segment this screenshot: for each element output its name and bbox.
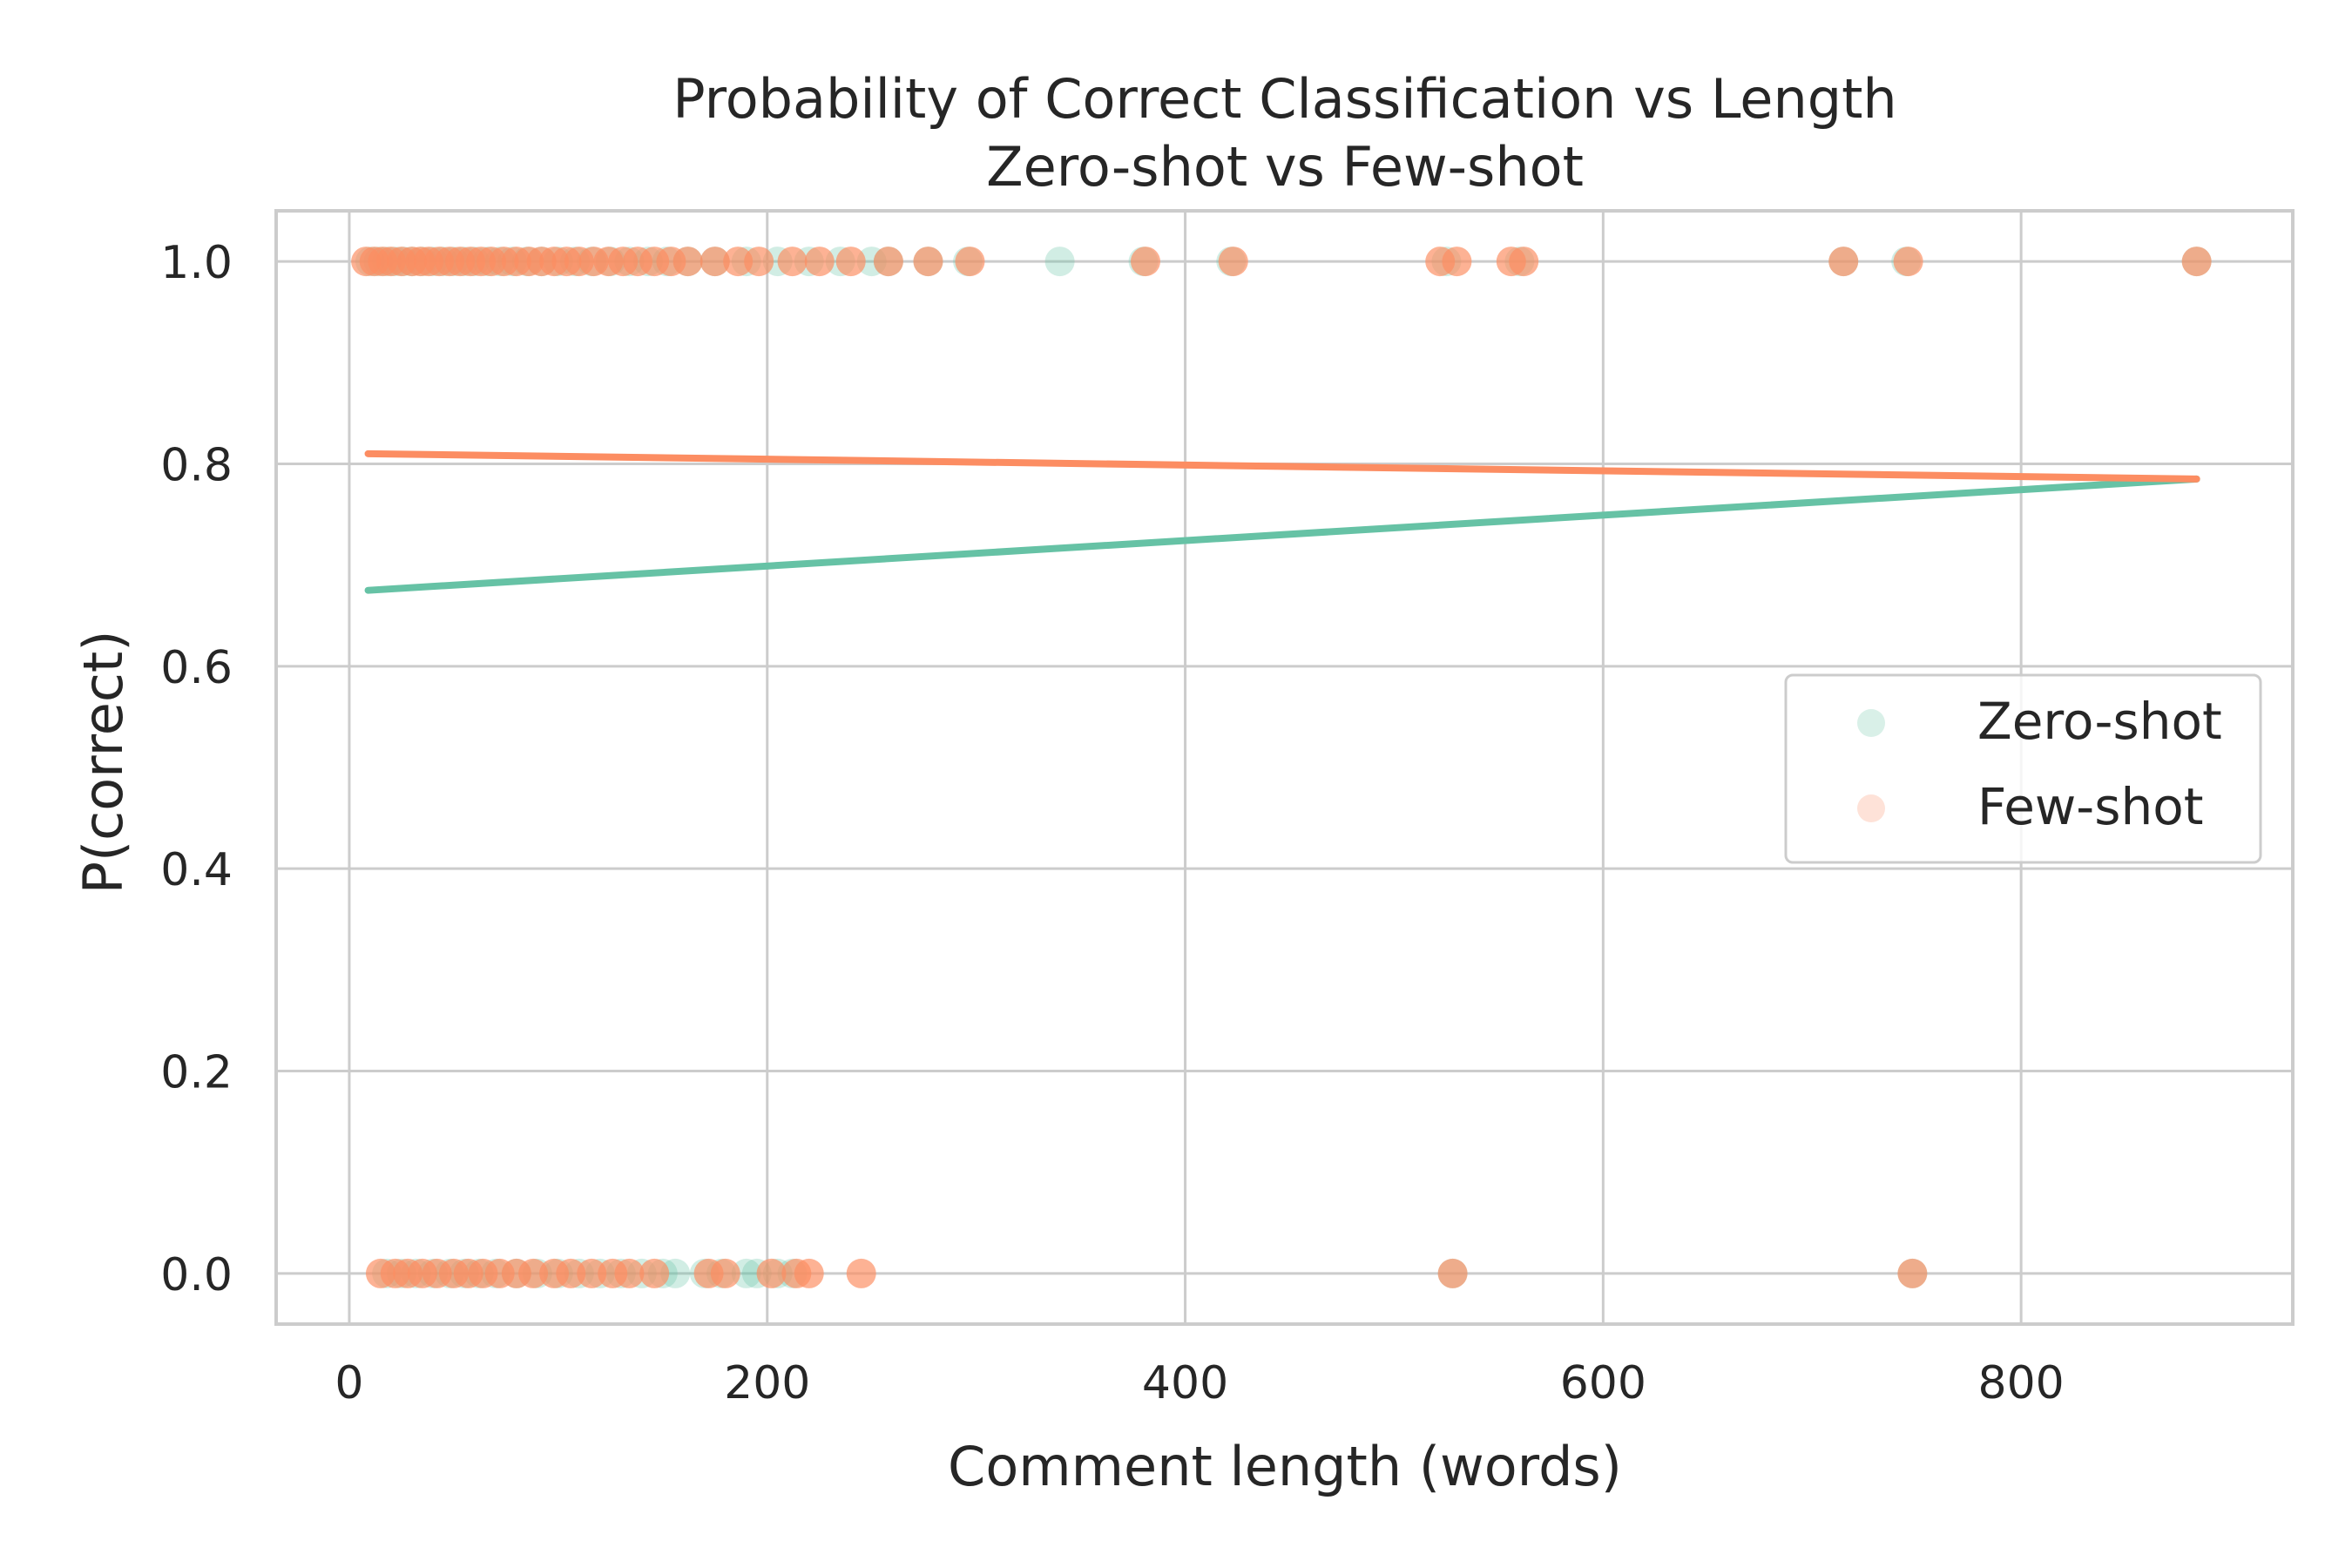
few-shot-point (756, 1258, 787, 1288)
few-shot-point (846, 1258, 876, 1288)
few-shot-point (1218, 247, 1248, 277)
few-shot-point (723, 247, 754, 277)
y-tick-label: 0.0 (160, 1249, 233, 1301)
few-shot-point (1828, 247, 1859, 277)
few-shot-point (835, 247, 866, 277)
few-shot-point (2181, 247, 2212, 277)
legend-frame (1784, 673, 2262, 864)
chart-title: Probability of Correct Classification vs… (672, 67, 1896, 131)
few-shot-point (955, 247, 985, 277)
few-shot-point (1442, 247, 1472, 277)
few-shot-point (1893, 247, 1923, 277)
zero-shot-point (731, 1258, 761, 1288)
legend-marker-zero-shot (1857, 709, 1885, 737)
x-axis-label: Comment length (words) (948, 1435, 1622, 1498)
y-tick-label: 0.6 (160, 642, 233, 694)
y-tick-label: 0.2 (160, 1047, 233, 1099)
legend-label-few-shot: Few-shot (1977, 777, 2203, 836)
y-tick-label: 0.4 (160, 844, 233, 896)
few-shot-point (639, 1258, 670, 1288)
legend-label-zero-shot: Zero-shot (1977, 692, 2222, 751)
x-tick-label: 600 (1560, 1357, 1646, 1409)
x-tick-label: 200 (724, 1357, 810, 1409)
few-shot-point (577, 1258, 607, 1288)
trend-layer (364, 449, 2200, 594)
legend: Zero-shot Few-shot (1784, 673, 2262, 864)
x-tick-label: 0 (335, 1357, 363, 1409)
x-tick-label: 800 (1978, 1357, 2065, 1409)
few-shot-trend-line (364, 449, 2200, 483)
tick-layer: 0 200 400 600 800 0.0 0.2 0.4 0.6 0.8 1.0 (160, 237, 2064, 1409)
chart-subtitle: Zero-shot vs Few-shot (986, 135, 1584, 199)
few-shot-point (614, 1258, 645, 1288)
y-axis-label: P(correct) (71, 631, 135, 895)
x-tick-label: 400 (1142, 1357, 1228, 1409)
few-shot-point (913, 247, 943, 277)
y-tick-label: 0.8 (160, 439, 233, 491)
few-shot-point (672, 247, 703, 277)
legend-marker-few-shot (1857, 794, 1885, 822)
few-shot-point (1437, 1258, 1468, 1288)
few-shot-point (777, 247, 808, 277)
point-layer (351, 247, 2212, 1288)
few-shot-point (1130, 247, 1160, 277)
few-shot-point (794, 1258, 824, 1288)
few-shot-point (1509, 247, 1539, 277)
zero-shot-point (1044, 247, 1075, 277)
few-shot-point (556, 1258, 586, 1288)
few-shot-point (710, 1258, 740, 1288)
few-shot-point (700, 247, 730, 277)
few-shot-point (744, 247, 774, 277)
few-shot-point (1897, 1258, 1928, 1288)
few-shot-point (518, 1258, 549, 1288)
y-tick-label: 1.0 (160, 237, 233, 289)
plot-frame (274, 209, 2295, 1326)
few-shot-point (873, 247, 903, 277)
zero-shot-trend-line (364, 475, 2200, 594)
zero-shot-point (660, 1258, 691, 1288)
few-shot-point (804, 247, 835, 277)
